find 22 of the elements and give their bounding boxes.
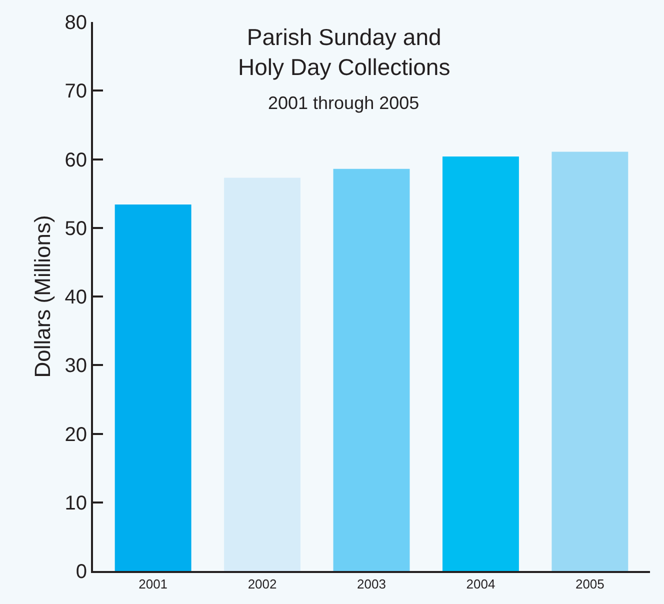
y-tick-label: 20 (64, 424, 87, 446)
x-tick-label: 2002 (248, 576, 277, 592)
x-tick-label: 2005 (575, 576, 604, 592)
bar (114, 204, 192, 571)
bar (333, 168, 410, 571)
y-tick-label: 50 (64, 218, 87, 240)
x-tick-label: 2003 (357, 576, 386, 592)
x-tick-label: 2004 (466, 576, 496, 592)
y-tick-label: 60 (64, 149, 87, 172)
y-tick-label: 40 (64, 286, 87, 308)
y-tick-label: 70 (64, 80, 87, 103)
y-axis-title: Dollars (Millions) (30, 215, 56, 378)
bar (224, 178, 301, 571)
y-tick-label: 80 (64, 12, 87, 34)
text: 2001 through 2005 (268, 93, 420, 113)
x-tick-label: 2001 (138, 576, 168, 592)
y-tick-label: 30 (64, 355, 87, 378)
y-tick-label: 10 (64, 492, 87, 514)
bar (442, 156, 519, 571)
bar (552, 152, 628, 571)
text: Parish Sunday and Holy Day Collections (238, 24, 450, 80)
y-tick-label: 0 (76, 561, 87, 583)
